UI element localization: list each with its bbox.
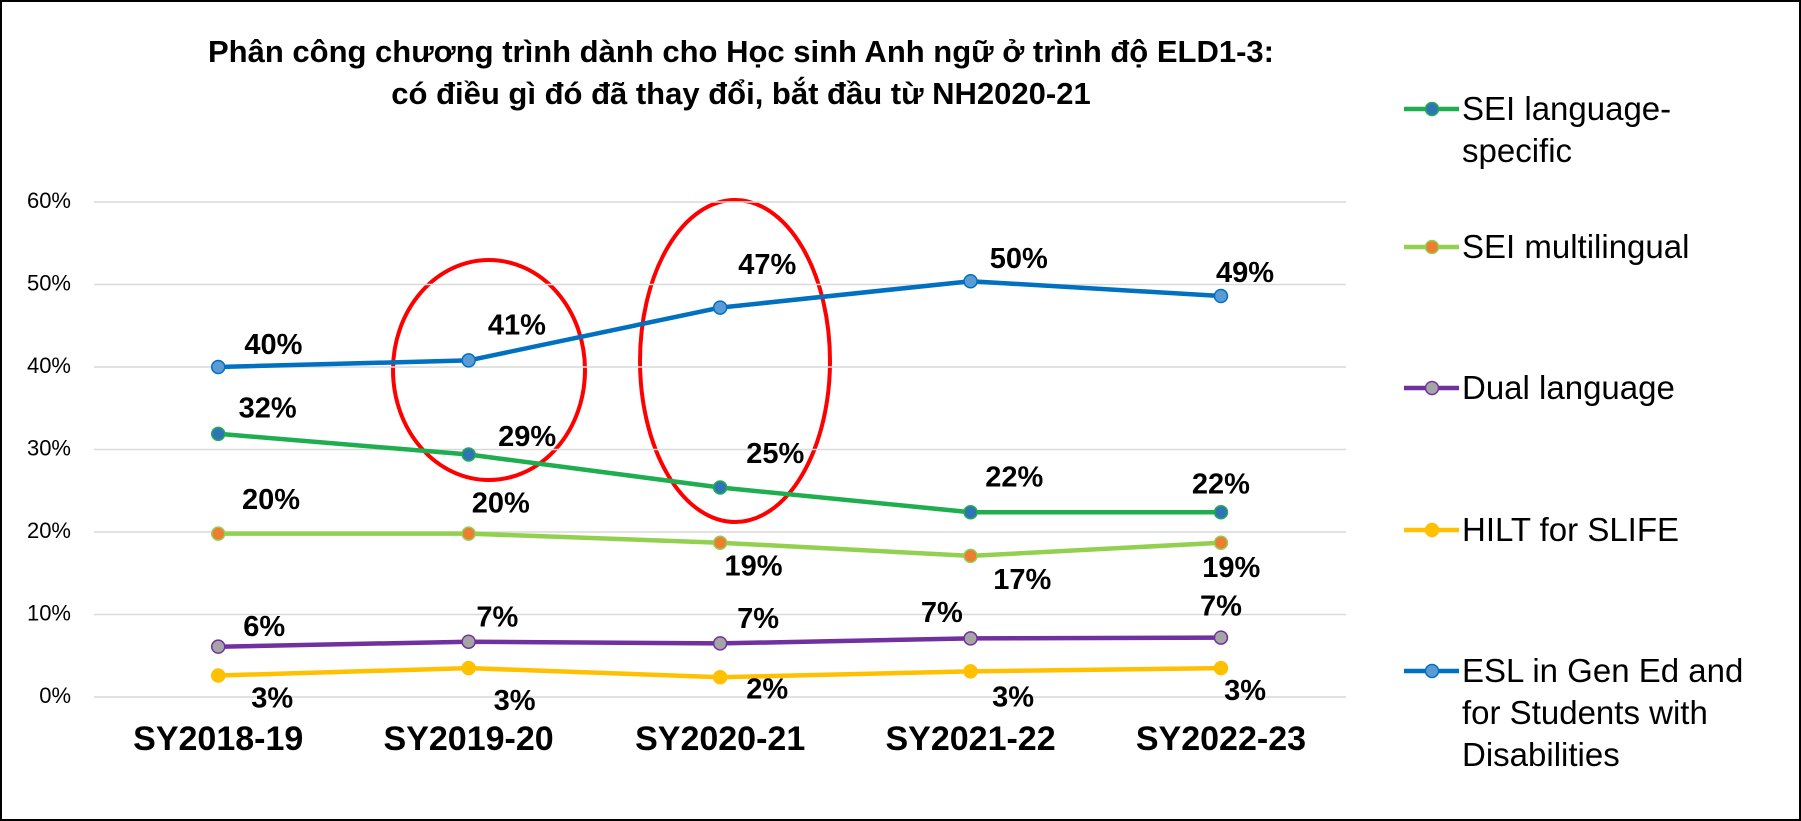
legend-marker [1404, 101, 1459, 117]
data-label: 22% [1192, 468, 1250, 500]
legend-label: SEI multilingual [1462, 228, 1690, 265]
legend-item: HILT for SLIFE [1404, 509, 1799, 551]
legend-dot [1424, 101, 1440, 117]
data-point [712, 480, 728, 495]
y-tick-label: 60% [27, 188, 71, 213]
data-point [461, 447, 476, 462]
data-label: 6% [243, 611, 285, 643]
data-label: 19% [1202, 552, 1260, 584]
data-point [210, 526, 226, 541]
data-label: 7% [921, 597, 963, 629]
data-point [461, 353, 476, 368]
data-label: 47% [738, 249, 796, 281]
data-label: 2% [746, 674, 788, 706]
legend-dot [1424, 380, 1440, 396]
data-label: 49% [1216, 257, 1274, 289]
legend-label: Dual language [1462, 369, 1675, 406]
data-point [1213, 504, 1229, 520]
chart-title: Phân công chương trình dành cho Học sinh… [208, 34, 1274, 69]
data-label: 29% [498, 421, 556, 453]
data-label: 3% [992, 682, 1034, 714]
legend-item: Dual language [1404, 367, 1799, 409]
y-tick-label: 0% [39, 683, 71, 708]
data-point [1213, 630, 1229, 645]
data-label: 3% [1224, 675, 1266, 707]
data-point [210, 639, 226, 654]
y-tick-label: 40% [27, 353, 71, 378]
data-label: 50% [990, 243, 1048, 275]
x-tick-label: SY2021-22 [885, 720, 1055, 758]
data-label: 7% [1200, 590, 1242, 622]
data-point [1213, 535, 1229, 550]
legend-dot [1424, 663, 1440, 679]
data-point [1213, 288, 1229, 304]
data-point [1213, 660, 1229, 676]
data-point [712, 636, 728, 651]
data-point [963, 548, 978, 564]
data-label: 19% [724, 551, 782, 583]
data-label: 17% [993, 564, 1051, 596]
y-tick-label: 20% [27, 518, 71, 543]
legend-dot [1424, 522, 1440, 538]
x-tick-label: SY2022-23 [1136, 720, 1306, 758]
x-tick-label: SY2020-21 [635, 720, 805, 758]
data-point [210, 426, 226, 442]
data-label: 20% [472, 488, 530, 520]
y-tick-label: 50% [27, 270, 71, 295]
data-label: 22% [985, 462, 1043, 494]
data-label: 3% [494, 685, 536, 717]
series-line [218, 431, 1221, 515]
legend-label: HILT for SLIFE [1462, 511, 1680, 548]
legend-marker [1404, 522, 1459, 538]
data-label: 20% [242, 484, 300, 516]
data-point [461, 660, 476, 676]
highlight-ellipse [638, 198, 832, 524]
data-point [712, 535, 728, 550]
legend-dot [1424, 239, 1440, 255]
chart-title: có điều gì đó đã thay đổi, bắt đầu từ NH… [391, 75, 1090, 111]
highlight-ellipse [391, 258, 587, 482]
data-label: 40% [244, 329, 302, 361]
annotations [391, 198, 832, 524]
series-line [218, 278, 1222, 370]
data-point [210, 359, 226, 375]
data-label: 7% [476, 601, 518, 633]
data-point [963, 664, 978, 679]
data-point [712, 669, 728, 685]
legend-label: SEI language-specific [1462, 90, 1672, 169]
x-tick-label: SY2018-19 [133, 720, 303, 758]
legend-item: SEI language-specific [1404, 88, 1799, 172]
data-label: 25% [746, 438, 804, 470]
data-label: 7% [737, 603, 779, 635]
data-point [210, 668, 226, 683]
data-point [963, 273, 978, 289]
data-point [712, 300, 728, 315]
data-point [963, 504, 978, 520]
data-label: 41% [488, 310, 546, 342]
data-label: 3% [251, 682, 293, 714]
y-tick-label: 10% [27, 600, 71, 625]
y-tick-label: 30% [27, 435, 71, 460]
legend-marker [1404, 380, 1459, 396]
data-point [963, 631, 978, 646]
legend-item: SEI multilingual [1404, 226, 1799, 268]
legend-marker [1404, 239, 1459, 255]
data-point [461, 634, 476, 649]
data-label: 32% [239, 392, 297, 424]
legend-marker [1404, 663, 1459, 679]
data-point [461, 526, 476, 541]
legend-item: ESL in Gen Ed and for Students with Disa… [1404, 650, 1799, 776]
x-tick-label: SY2019-20 [384, 720, 554, 758]
legend-label: ESL in Gen Ed and for Students with Disa… [1462, 652, 1744, 773]
